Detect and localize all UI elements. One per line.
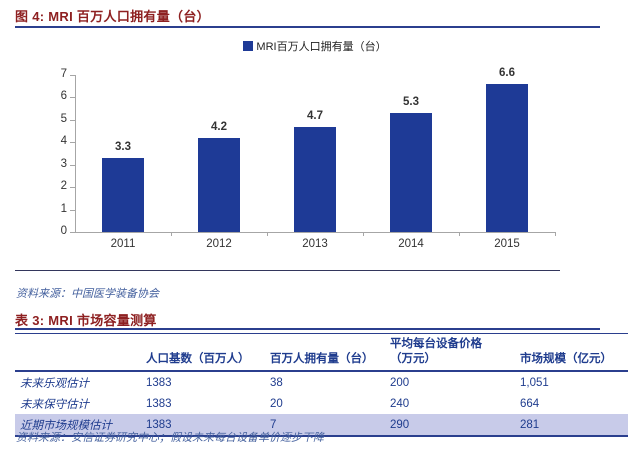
cell-market-size: 664 (520, 397, 540, 410)
cell-units: 38 (270, 376, 283, 389)
bar-value-label: 3.3 (115, 140, 131, 153)
header-market-size: 市场规模（亿元） (520, 333, 628, 372)
row-label: 未来乐观估计 (20, 377, 89, 390)
table-row-future-optimistic: 未来乐观估计 1383 38 200 1,051 (15, 371, 628, 393)
y-axis-tick (70, 97, 75, 99)
bar-value-label: 6.6 (499, 66, 515, 79)
header-avg-price: 平均每台设备价格 （万元） (390, 333, 520, 372)
bar-2011 (102, 157, 144, 232)
figure-title: 图 4: MRI 百万人口拥有量（台） (15, 9, 210, 24)
header-blank (15, 333, 146, 372)
x-axis-tick (363, 232, 364, 236)
figure-source-note: 资料来源：中国医学装备协会 (16, 288, 159, 300)
cell-units: 20 (270, 397, 283, 410)
header-population-base: 人口基数（百万人） (146, 333, 270, 372)
chart-legend: MRI百万人口拥有量（台） (75, 38, 555, 54)
table-header-row: 人口基数（百万人） 百万人拥有量（台） 平均每台设备价格 （万元） 市场规模（亿元… (15, 333, 628, 372)
table-title: 表 3: MRI 市场容量测算 (15, 313, 157, 328)
bar-2013 (294, 126, 336, 232)
x-axis-tick (555, 232, 556, 236)
cell-units: 7 (270, 413, 390, 437)
bar-chart: MRI百万人口拥有量（台） 0 1 2 3 4 5 6 7 3.3 2011 4.2 2012 4.7 2… (15, 32, 600, 260)
y-axis-tick-label: 3 (60, 157, 67, 170)
bar-2012 (198, 137, 240, 232)
bar-2014 (390, 113, 432, 232)
y-axis-tick (70, 75, 75, 76)
cell-population: 1383 (146, 413, 270, 437)
x-axis-tick (459, 232, 460, 236)
y-axis-line (75, 75, 76, 232)
x-axis-tick-label: 2011 (110, 238, 136, 250)
cell-price: 290 (390, 413, 520, 437)
y-axis-tick (70, 187, 75, 189)
y-axis-tick (70, 119, 75, 121)
y-axis-tick-label: 6 (60, 90, 67, 103)
row-label: 未来保守估计 (20, 398, 89, 411)
header-avg-price-line2: （万元） (390, 352, 436, 365)
legend-label: MRI百万人口拥有量（台） (256, 41, 387, 53)
y-axis-tick-label: 5 (60, 112, 67, 125)
bar-value-label: 4.2 (211, 120, 227, 133)
y-axis-tick-label: 7 (60, 68, 67, 80)
chart-bottom-rule (15, 270, 560, 271)
market-estimate-table: 人口基数（百万人） 百万人拥有量（台） 平均每台设备价格 （万元） 市场规模（亿元… (15, 333, 628, 437)
plot-area: 0 1 2 3 4 5 6 7 3.3 2011 4.2 2012 4.7 2013 5.3 2014 6.6 2… (15, 32, 600, 260)
x-axis-tick-label: 2015 (494, 238, 520, 250)
figure-title-underline (15, 26, 600, 28)
y-axis-tick (70, 209, 75, 211)
x-axis-tick-label: 2013 (302, 238, 328, 250)
x-axis-tick (171, 232, 172, 236)
cell-price: 240 (390, 397, 410, 410)
header-units-per-million: 百万人拥有量（台） (270, 333, 390, 372)
table-row-future-conservative: 未来保守估计 1383 20 240 664 (15, 393, 628, 414)
table-source-note: 资料来源：安信证券研究中心；假设未来每台设备单价逐步下降 (16, 432, 324, 444)
y-axis-tick (70, 232, 75, 233)
bar-2015 (486, 83, 528, 232)
cell-market-size: 281 (520, 413, 628, 437)
cell-price: 200 (390, 376, 410, 389)
y-axis-tick (70, 142, 75, 144)
y-axis-tick-label: 1 (60, 202, 67, 215)
y-axis-tick-label: 2 (60, 180, 67, 193)
table-title-underline (15, 328, 600, 330)
header-avg-price-line1: 平均每台设备价格 (390, 338, 482, 350)
bar-value-label: 5.3 (403, 96, 419, 109)
y-axis-tick-label: 4 (60, 135, 67, 148)
y-axis-tick-label: 0 (60, 225, 67, 237)
x-axis-line (75, 232, 556, 233)
y-axis-tick (70, 164, 75, 166)
cell-population: 1383 (146, 376, 172, 389)
x-axis-tick-label: 2014 (398, 238, 424, 250)
bar-value-label: 4.7 (307, 109, 323, 122)
table-row-recent-estimate: 近期市场规模估计 1383 7 290 281 (15, 413, 628, 437)
x-axis-tick (267, 232, 268, 236)
x-axis-tick-label: 2012 (206, 238, 232, 250)
cell-market-size: 1,051 (520, 376, 549, 389)
row-label: 近期市场规模估计 (15, 413, 146, 437)
cell-population: 1383 (146, 397, 172, 410)
legend-swatch-icon (243, 41, 254, 51)
